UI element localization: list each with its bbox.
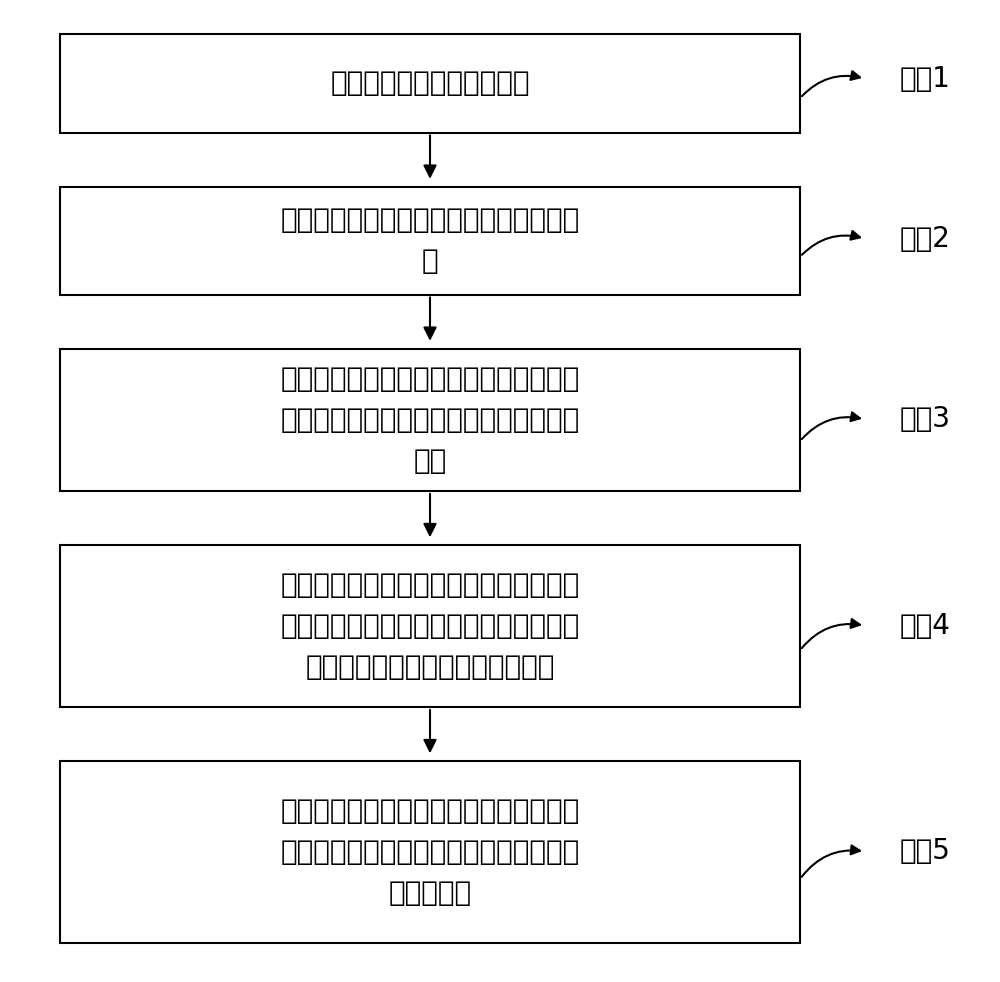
FancyArrowPatch shape: [802, 846, 860, 877]
Bar: [60, 349, 800, 491]
FancyArrowPatch shape: [802, 231, 860, 254]
Text: 选择待装配产品中的零部件: 选择待装配产品中的零部件: [330, 70, 530, 97]
Text: 步骤2: 步骤2: [900, 225, 951, 252]
Bar: [60, 34, 800, 133]
Text: 设定零部件运动方向和相邻零部件的间距
值: 设定零部件运动方向和相邻零部件的间距 值: [280, 206, 580, 275]
Text: 选定一个零部件二作为爆炸图生成的中心
点，基于所述各零部件分组与零部件二的
距离远近进行爆炸仿真活动的排序: 选定一个零部件二作为爆炸图生成的中心 点，基于所述各零部件分组与零部件二的 距离…: [280, 571, 580, 682]
Bar: [60, 761, 800, 943]
Text: 选定一个零部件一作为初始基准件，并基
于所述基准件一对所述选择的零部件进行
分组: 选定一个零部件一作为初始基准件，并基 于所述基准件一对所述选择的零部件进行 分组: [280, 364, 580, 475]
Text: 步骤3: 步骤3: [900, 406, 951, 433]
Bar: [60, 545, 800, 707]
Text: 基于各选择的零部件信息、各零部件分组
排序信息，进行待装配产品装配过程的仿
真过程模拟: 基于各选择的零部件信息、各零部件分组 排序信息，进行待装配产品装配过程的仿 真过…: [280, 796, 580, 907]
Bar: [60, 187, 800, 295]
FancyArrowPatch shape: [802, 412, 860, 439]
Text: 步骤5: 步骤5: [900, 838, 951, 865]
Text: 步骤1: 步骤1: [900, 65, 951, 92]
Text: 步骤4: 步骤4: [900, 612, 951, 639]
FancyArrowPatch shape: [802, 619, 860, 648]
FancyArrowPatch shape: [802, 71, 860, 96]
